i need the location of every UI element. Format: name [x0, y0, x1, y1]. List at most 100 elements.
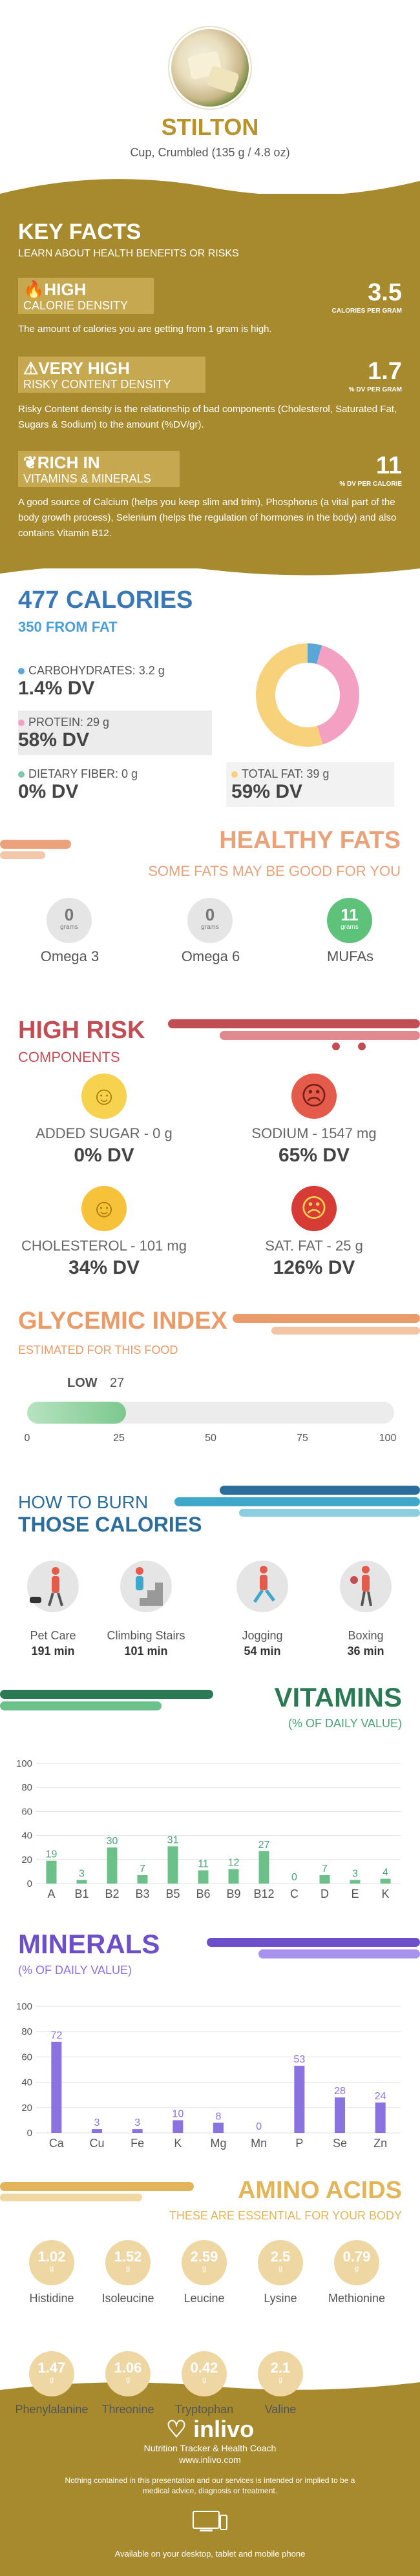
vitamins-minerals-value: 11 — [375, 452, 402, 479]
x-tick-label: A — [47, 1887, 55, 1900]
amino-value: 1.02 — [37, 2249, 66, 2265]
y-tick-label: 60 — [21, 1806, 32, 1817]
macros-donut-chart — [256, 643, 359, 747]
omega6-circle: 0 grams — [187, 898, 233, 943]
bar-Mg — [213, 2123, 224, 2133]
risky-content-name: RISKY CONTENT DENSITY — [23, 378, 171, 391]
serving-size: Cup, Crumbled (135 g / 4.8 oz) — [130, 146, 290, 159]
protein-dv: 58% DV — [18, 729, 90, 751]
burn-title-2: THOSE CALORIES — [18, 1513, 202, 1536]
amino-circle: 1.02 g — [29, 2240, 74, 2285]
data-label: 12 — [228, 1858, 240, 1869]
amino-unit: g — [354, 2265, 359, 2272]
food-image — [169, 27, 251, 109]
stripe-decoration — [0, 2182, 194, 2201]
amino-acids-title: AMINO ACIDS — [237, 2177, 402, 2204]
confused-face-icon: ☹ — [291, 1186, 337, 1231]
x-tick-label: E — [351, 1887, 359, 1900]
jogging-icon — [236, 1561, 288, 1612]
amino-name: Histidine — [29, 2292, 74, 2305]
protein-dot — [18, 720, 25, 727]
omega6-unit: grams — [201, 924, 219, 931]
amino-value: 2.59 — [190, 2249, 218, 2265]
carbs-dot — [18, 668, 25, 675]
amino-value: 0.79 — [342, 2249, 371, 2265]
risky-content-desc: Risky Content density is the relationshi… — [18, 404, 397, 430]
dietary-fiber-row: DIETARY FIBER: 0 g 0% DV — [18, 762, 212, 807]
amino-circle: 1.52 g — [105, 2240, 151, 2285]
minerals-subtitle: (% OF DAILY VALUE) — [18, 1964, 132, 1977]
protein-label: PROTEIN: 29 g — [28, 716, 110, 729]
food-name: STILTON — [161, 114, 259, 140]
bar-B9 — [228, 1869, 239, 1884]
x-tick-label: C — [290, 1887, 299, 1900]
stripe-decoration — [207, 1938, 420, 1958]
y-tick-label: 80 — [21, 1782, 32, 1793]
key-facts-title: KEY FACTS — [18, 220, 142, 244]
brand-url[interactable]: www.inlivo.com — [179, 2455, 241, 2465]
amino-circle: 1.47 g — [29, 2351, 74, 2396]
x-tick-label: D — [320, 1887, 329, 1900]
bar-K — [380, 1878, 391, 1884]
amino-unit: g — [278, 2265, 283, 2272]
x-tick-label: P — [295, 2137, 303, 2150]
x-tick-label: K — [381, 1887, 389, 1900]
x-tick-label: Cu — [89, 2137, 104, 2150]
glycemic-level: LOW — [67, 1376, 98, 1390]
brand-logo[interactable]: ♡ inlivo — [0, 2416, 420, 2443]
vitamins-minerals-desc: A good source of Calcium (helps you keep… — [18, 497, 397, 539]
glycemic-value: 27 — [110, 1376, 125, 1390]
x-tick-label: B5 — [165, 1887, 180, 1900]
omega3-unit: grams — [60, 924, 78, 931]
total-fat-row: TOTAL FAT: 39 g 59% DV — [226, 762, 394, 807]
fiber-dot — [18, 771, 25, 778]
x-tick-label: B9 — [226, 1887, 240, 1900]
x-tick-label: Mn — [251, 2137, 267, 2150]
amino-circle: 0.42 g — [182, 2351, 227, 2396]
bar-K — [173, 2120, 184, 2133]
bar-Fe — [132, 2129, 143, 2133]
amino-name: Methionine — [328, 2292, 386, 2305]
donut-slice-protein — [316, 645, 359, 745]
bar-B2 — [107, 1847, 118, 1884]
glycemic-bar — [27, 1402, 394, 1424]
amino-acids-subtitle: THESE ARE ESSENTIAL FOR YOUR BODY — [169, 2209, 402, 2222]
bar-A — [46, 1860, 57, 1884]
bar-B12 — [258, 1851, 269, 1884]
amino-value: 1.06 — [114, 2360, 142, 2376]
stripe-decoration — [0, 1690, 213, 1710]
data-label: 7 — [322, 1864, 328, 1875]
high-risk-subtitle: COMPONENTS — [18, 1049, 120, 1065]
y-tick-label: 100 — [16, 2001, 32, 2012]
vitamins-minerals-unit: % DV PER CALORIE — [339, 481, 402, 488]
mufas-name: MUFAs — [326, 948, 374, 964]
minerals-bar-chart: 0 20 40 60 80 100 72 Ca 3 Cu 3 Fe 10 K 8 Mg 0 Mn 53 P 28 Se 24… — [16, 2001, 401, 2150]
key-facts-subtitle: LEARN ABOUT HEALTH BENEFITS OR RISKS — [18, 248, 239, 259]
bar-B5 — [167, 1846, 178, 1884]
donut-slice-fat — [256, 643, 323, 747]
amino-unit: g — [202, 2376, 207, 2384]
amino-name: Tryptophan — [174, 2403, 234, 2416]
warning-icon: ⚠ — [23, 358, 39, 378]
amino-value: 0.42 — [190, 2360, 218, 2376]
bar-Se — [335, 2097, 345, 2133]
bar-P — [294, 2066, 305, 2133]
data-label: 10 — [172, 2108, 184, 2119]
amino-value: 2.5 — [270, 2249, 291, 2265]
stripe-decoration — [168, 1019, 420, 1050]
amino-circle: 0.79 g — [334, 2240, 379, 2285]
calorie-density-name: CALORIE DENSITY — [23, 299, 129, 312]
sat-fat-dv: 126% DV — [273, 1257, 355, 1278]
data-label: 53 — [293, 2054, 305, 2065]
calorie-density-unit: CALORIES PER GRAM — [331, 307, 402, 315]
high-risk-title: HIGH RISK — [18, 1017, 145, 1044]
data-label: 30 — [107, 1836, 118, 1847]
footer: ♡ inlivo Nutrition Tracker & Health Coac… — [0, 2382, 420, 2576]
amino-circle: 2.59 g — [182, 2240, 227, 2285]
amino-value: 1.52 — [114, 2249, 142, 2265]
risky-content-unit: % DV PER GRAM — [348, 386, 402, 393]
risky-content-box: ⚠VERY HIGH RISKY CONTENT DENSITY — [18, 357, 205, 393]
sodium-label: SODIUM - 1547 mg — [251, 1125, 377, 1141]
vitamins-subtitle: (% OF DAILY VALUE) — [288, 1717, 402, 1730]
carbs-dv: 1.4% DV — [18, 678, 95, 699]
